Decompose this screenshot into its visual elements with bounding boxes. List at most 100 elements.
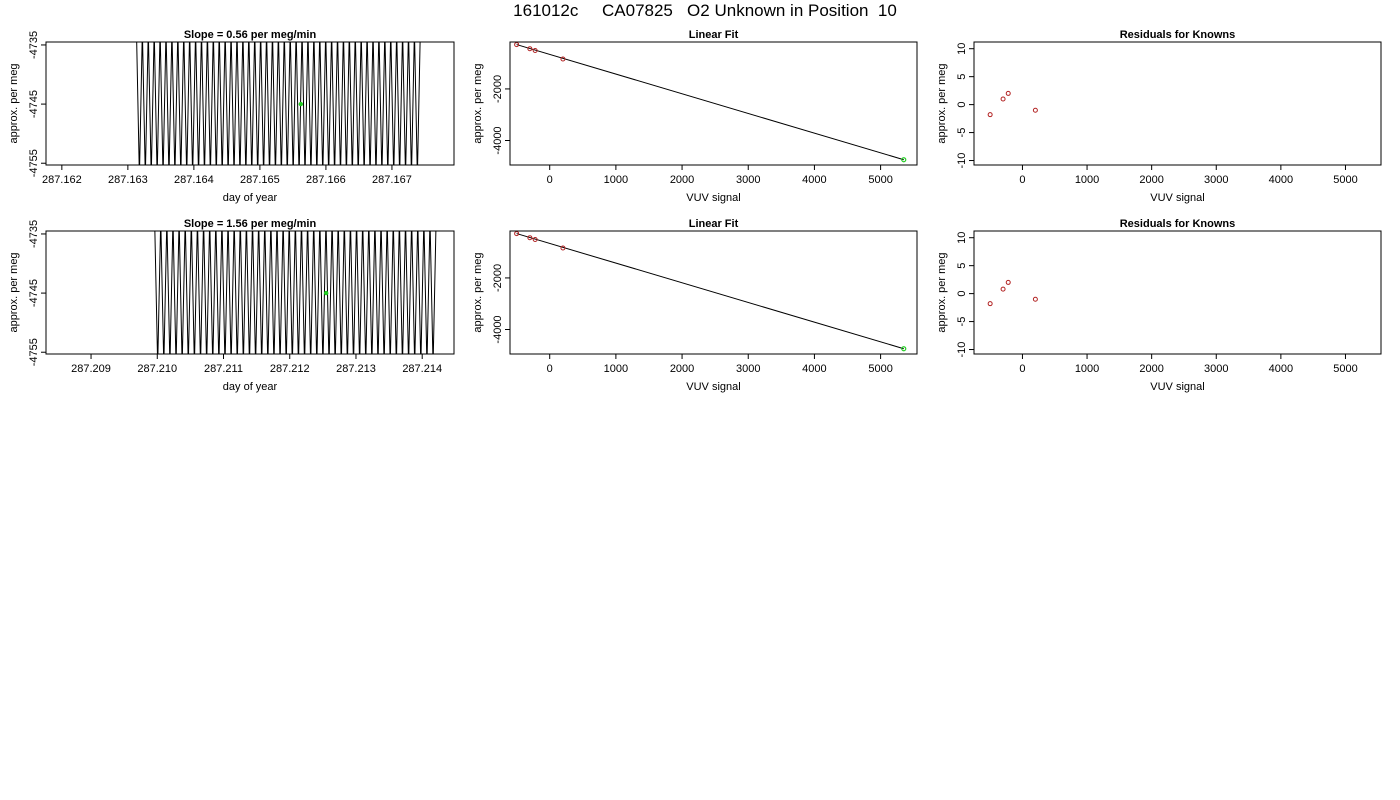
y-tick-label: 10 xyxy=(956,232,968,244)
x-tick-label: 1000 xyxy=(1075,363,1099,375)
residual-point xyxy=(1000,286,1006,292)
y-axis-label: approx. per meg xyxy=(8,63,20,143)
x-tick-label: 3000 xyxy=(1204,363,1228,375)
y-axis-label: approx. per meg xyxy=(936,63,948,143)
plot-frame xyxy=(45,230,455,355)
x-tick-label: 4000 xyxy=(802,174,826,186)
x-tick-label: 5000 xyxy=(1333,363,1357,375)
x-tick-label: 5000 xyxy=(868,174,892,186)
plot-data xyxy=(136,42,421,165)
plot-data xyxy=(987,279,1038,307)
x-tick-label: 287.211 xyxy=(204,363,243,375)
residual-point xyxy=(1000,96,1006,102)
x-tick-label: 287.165 xyxy=(240,174,280,186)
x-tick-label: 287.209 xyxy=(71,363,111,375)
chart-panel-4: Slope = 1.56 per meg/min 287.209 287.210 28… xyxy=(8,218,455,393)
x-tick-label: 4000 xyxy=(802,363,826,375)
fit-line xyxy=(516,44,904,161)
x-tick-label: 1000 xyxy=(604,174,628,186)
trace-line xyxy=(136,42,421,165)
y-tick-label: -4000 xyxy=(492,126,504,154)
x-tick-label: 5000 xyxy=(1333,174,1357,186)
plot-data xyxy=(514,231,907,352)
y-tick-label: -4745 xyxy=(28,279,40,307)
unknown-sample-point xyxy=(901,346,907,352)
trace-line xyxy=(154,231,437,354)
known-standard-point xyxy=(514,42,520,48)
x-tick-label: 2000 xyxy=(670,363,694,375)
x-tick-label: 287.210 xyxy=(137,363,177,375)
panel-title: Linear Fit xyxy=(689,29,739,41)
x-tick-label: 4000 xyxy=(1269,363,1293,375)
y-tick-label: -5 xyxy=(956,128,968,138)
chart-panel-5: Linear Fit 0 1000 2000 3000 4000 5000 -2000 -400… xyxy=(472,218,918,393)
y-tick-label: 0 xyxy=(956,291,968,297)
panel-title: Residuals for Knowns xyxy=(1120,218,1236,230)
x-tick-label: 287.167 xyxy=(372,174,412,186)
y-axis-label: approx. per meg xyxy=(472,252,484,332)
x-tick-label: 287.166 xyxy=(306,174,346,186)
plot-frame xyxy=(509,41,918,166)
chart-panel-3: Residuals for Knowns 0 1000 2000 3000 4000 500… xyxy=(936,29,1382,204)
known-standard-point xyxy=(532,237,538,243)
residual-point xyxy=(987,112,993,118)
known-standard-point xyxy=(560,245,566,251)
x-tick-label: 287.213 xyxy=(336,363,376,375)
x-tick-label: 2000 xyxy=(670,174,694,186)
y-tick-label: -2000 xyxy=(492,264,504,292)
x-tick-label: 0 xyxy=(547,363,553,375)
y-tick-label: 10 xyxy=(956,43,968,55)
x-axis-label: VUV signal xyxy=(686,381,740,393)
chart-panel-2: Linear Fit 0 1000 2000 3000 4000 5000 -2000 -400… xyxy=(472,29,918,204)
x-axis-label: day of year xyxy=(223,192,278,204)
y-tick-label: -4755 xyxy=(28,338,40,366)
fit-line xyxy=(516,233,904,350)
unknown-sample-point xyxy=(901,157,907,163)
x-tick-label: 2000 xyxy=(1139,174,1163,186)
chart-panel-6: Residuals for Knowns 0 1000 2000 3000 4000 500… xyxy=(936,218,1382,393)
y-axis-label: approx. per meg xyxy=(472,63,484,143)
x-tick-label: 1000 xyxy=(1075,174,1099,186)
chart-panel-1: Slope = 0.56 per meg/min 287.162 287.163 28… xyxy=(8,29,455,204)
x-tick-label: 0 xyxy=(1019,174,1025,186)
plot-frame xyxy=(973,41,1382,166)
x-tick-label: 0 xyxy=(1019,363,1025,375)
x-tick-label: 3000 xyxy=(736,174,760,186)
y-tick-label: -5 xyxy=(956,317,968,327)
plot-frame xyxy=(45,41,455,166)
plot-data xyxy=(987,90,1038,118)
y-tick-label: -4735 xyxy=(28,220,40,248)
plot-frame xyxy=(509,230,918,355)
residual-point xyxy=(987,301,993,307)
y-tick-label: 5 xyxy=(956,74,968,80)
x-tick-label: 287.163 xyxy=(108,174,148,186)
x-tick-label: 287.164 xyxy=(174,174,214,186)
y-tick-label: -4755 xyxy=(28,149,40,177)
residual-point xyxy=(1032,296,1038,302)
x-tick-label: 0 xyxy=(547,174,553,186)
x-tick-label: 287.214 xyxy=(402,363,442,375)
known-standard-point xyxy=(560,56,566,62)
panel-title: Residuals for Knowns xyxy=(1120,29,1236,41)
x-tick-label: 287.162 xyxy=(42,174,82,186)
y-tick-label: -10 xyxy=(956,342,968,358)
x-tick-label: 2000 xyxy=(1139,363,1163,375)
y-tick-label: 5 xyxy=(956,263,968,269)
plot-data xyxy=(154,231,437,354)
known-standard-point xyxy=(527,46,533,52)
y-tick-label: -4000 xyxy=(492,315,504,343)
panel-title: Slope = 0.56 per meg/min xyxy=(184,29,317,41)
x-tick-label: 4000 xyxy=(1269,174,1293,186)
x-tick-label: 5000 xyxy=(868,363,892,375)
y-tick-label: -4735 xyxy=(28,31,40,59)
plot-frame xyxy=(973,230,1382,355)
x-axis-label: VUV signal xyxy=(1150,192,1204,204)
unknown-sample-point xyxy=(323,290,329,296)
x-axis-label: VUV signal xyxy=(686,192,740,204)
plot-data xyxy=(514,42,907,163)
panel-title: Slope = 1.56 per meg/min xyxy=(184,218,317,230)
y-tick-label: -2000 xyxy=(492,75,504,103)
x-tick-label: 287.212 xyxy=(270,363,310,375)
x-tick-label: 3000 xyxy=(1204,174,1228,186)
